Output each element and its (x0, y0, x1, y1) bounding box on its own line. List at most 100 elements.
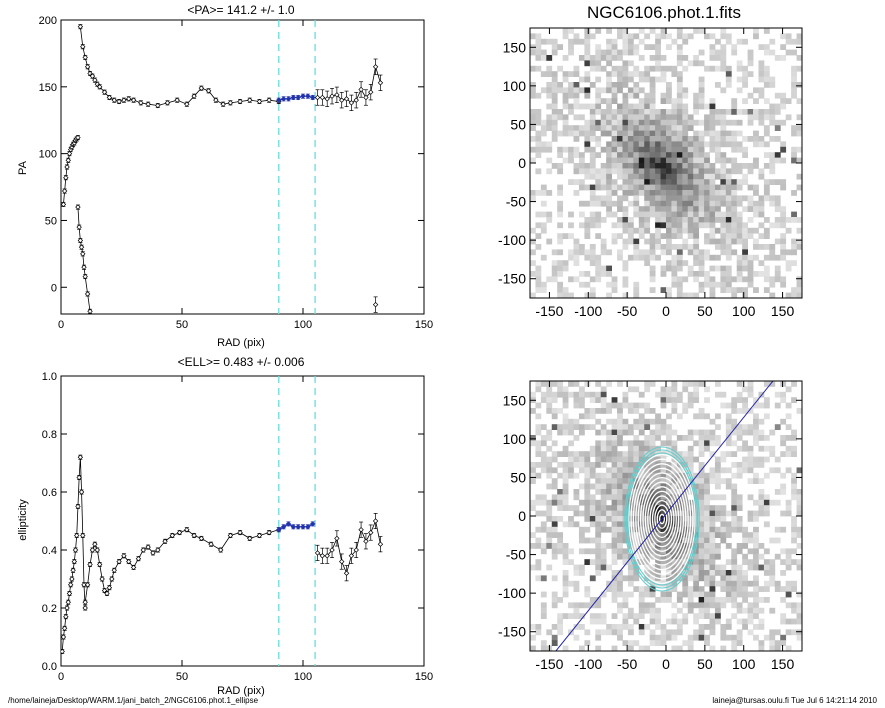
img1-xtick-label: -50 (617, 303, 637, 319)
ell-data-point (104, 590, 110, 597)
ell-data-point (99, 576, 105, 582)
img2-ytick-label: -150 (498, 624, 526, 640)
pa-data-point (343, 96, 350, 102)
ell-data-point (372, 518, 379, 524)
ell-data-point (305, 524, 311, 530)
img2-ytick-label: 150 (503, 392, 527, 408)
pa-data-point (126, 96, 132, 102)
pa-data-point (305, 93, 311, 99)
ell-data-point (290, 524, 297, 530)
img2-contour (632, 463, 692, 575)
pa-data-point (61, 188, 68, 194)
pa-data-point (64, 164, 70, 170)
pa-plot: <PA>= 141.2 +/- 1.0 RAD (pix) PA 0 50 100 1… (17, 3, 433, 349)
pa-data-point (377, 80, 384, 86)
img2-contour (647, 490, 677, 548)
ell-data-point (72, 547, 79, 553)
ell-data-point (208, 541, 214, 547)
pa-data-point (76, 224, 82, 230)
pa-data-point (155, 102, 161, 109)
pa-data-point (61, 201, 67, 208)
ell-xtick-label: 100 (294, 671, 312, 683)
img1-xtick-label: -100 (574, 303, 602, 319)
img1-ytick-label: 100 (503, 78, 527, 94)
img2-pixels (530, 381, 803, 652)
pa-points (61, 23, 384, 314)
ell-data-point (150, 550, 156, 556)
ell-data-point (82, 605, 88, 611)
ell-data-point (358, 527, 364, 533)
ell-data-point (92, 541, 98, 547)
pa-data-point (77, 23, 84, 30)
img2-ytick-label: -100 (498, 585, 526, 601)
img1-ytick-label: -150 (498, 271, 526, 287)
ell-plot-ylabel: ellipticity (17, 499, 29, 541)
img2-contour (639, 476, 685, 562)
ell-data-point (319, 553, 326, 559)
img2-ytick-label: 100 (503, 431, 527, 447)
pa-data-point (256, 98, 263, 105)
ell-data-point (126, 558, 132, 565)
pa-data-point (300, 93, 306, 99)
ell-data-point (67, 582, 74, 588)
ell-data-point (121, 553, 127, 559)
ell-data-point (334, 535, 340, 542)
pa-plot-ylabel: PA (17, 160, 29, 175)
ell-data-point (78, 489, 85, 495)
pa-data-point (80, 44, 86, 50)
pa-data-point (324, 96, 330, 102)
pa-data-point (184, 101, 190, 107)
ell-data-point (101, 587, 108, 594)
ell-data-point (61, 625, 68, 631)
pa-data-point (237, 98, 243, 105)
ell-data-point (377, 541, 384, 547)
pa-data-point (84, 291, 91, 297)
pa-data-point (66, 150, 73, 157)
img1-pixels (530, 28, 803, 299)
ell-ytick-label: 0.8 (42, 429, 57, 441)
ell-data-point (295, 524, 301, 530)
ell-data-point (81, 582, 87, 588)
pa-data-point (116, 98, 122, 105)
img2-xtick-label: 0 (662, 656, 670, 672)
ell-plot-title: <ELL>= 0.483 +/- 0.006 (178, 355, 305, 369)
ell-data-point (227, 532, 234, 539)
ell-data-point (329, 547, 335, 553)
img2-xtick-label: -150 (535, 656, 563, 672)
img2-xtick-label: -100 (574, 656, 602, 672)
pa-data-point (78, 244, 85, 250)
pa-data-point (191, 93, 197, 99)
pa-data-point (247, 97, 253, 103)
ell-data-point (64, 605, 70, 611)
pa-ytick-label: 200 (39, 15, 57, 27)
ell-data-point (109, 576, 115, 582)
img2-contour (644, 486, 680, 552)
img2-outer-isophote (627, 452, 697, 586)
img2-outer-isophote (625, 449, 699, 589)
img2-contour (635, 467, 689, 571)
pa-data-point (106, 94, 113, 101)
pa-data-point (295, 94, 301, 101)
ell-data-point (237, 529, 243, 536)
ell-data-point (343, 570, 350, 576)
img2-contour (628, 453, 696, 585)
img2-contour (630, 458, 694, 580)
ell-data-point (314, 550, 321, 556)
ell-data-point (184, 527, 190, 533)
pa-data-point (82, 273, 88, 280)
ell-data-point (348, 553, 355, 559)
ell-data-point (309, 521, 316, 527)
ell-data-point (363, 538, 369, 544)
pa-data-point (372, 64, 379, 70)
footer-path: /home/laineja/Desktop/WARM.1/jani_batch_… (8, 696, 259, 705)
ell-data-point (66, 590, 73, 597)
img1-xtick-label: 0 (662, 303, 670, 319)
img2-major-axis-line (555, 381, 774, 651)
img2-contour (649, 495, 675, 543)
pa-data-point (101, 89, 108, 95)
ell-data-point (198, 535, 205, 542)
pa-data-point (145, 101, 151, 107)
pa-data-point (329, 93, 335, 99)
pa-data-point (174, 97, 180, 103)
pa-xtick-label: 50 (176, 319, 188, 331)
